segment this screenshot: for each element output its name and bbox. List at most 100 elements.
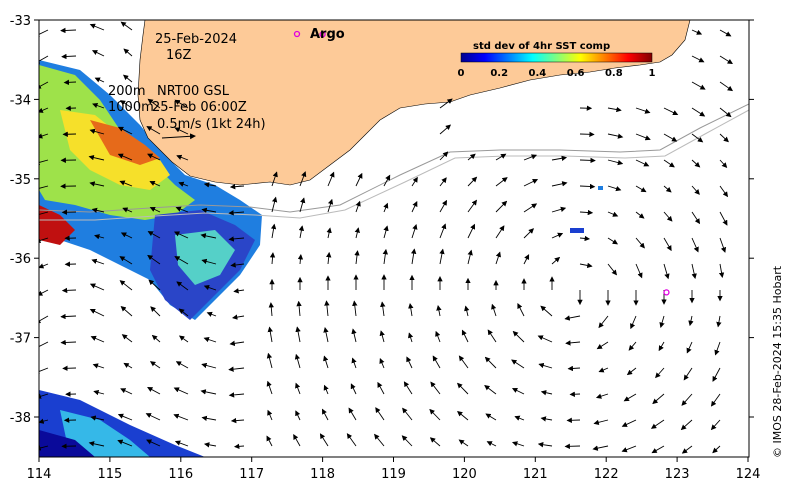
current-arrow — [432, 355, 441, 369]
current-arrow — [203, 284, 217, 291]
current-arrow — [383, 225, 389, 239]
current-arrow — [379, 357, 385, 369]
current-arrows — [39, 21, 734, 454]
current-arrow — [39, 445, 49, 451]
current-arrow — [147, 231, 161, 239]
current-arrow — [39, 81, 49, 89]
current-arrow — [173, 387, 189, 395]
current-arrow — [436, 305, 442, 317]
current-arrow — [266, 435, 273, 447]
current-arrow — [688, 315, 694, 327]
current-arrow — [117, 439, 133, 447]
current-arrow — [411, 176, 418, 187]
current-arrow — [178, 308, 189, 317]
current-arrow — [94, 234, 105, 240]
current-arrow — [458, 355, 469, 369]
current-arrow — [719, 107, 732, 118]
current-arrow — [663, 107, 679, 116]
current-arrow — [458, 439, 469, 447]
colorbar-tick-label: 0 — [458, 68, 465, 79]
current-arrow — [565, 340, 581, 346]
current-arrow — [147, 254, 161, 265]
current-arrow — [233, 443, 245, 450]
current-arrow — [327, 171, 335, 187]
current-arrow — [635, 237, 645, 249]
current-arrow — [551, 232, 564, 239]
current-arrow — [39, 393, 49, 399]
current-arrow — [663, 211, 673, 222]
current-arrow — [650, 419, 665, 429]
current-arrow — [579, 183, 596, 190]
current-arrow — [39, 315, 49, 324]
current-arrow — [89, 181, 105, 187]
velocity-time-label: 25-Feb 06:00Z — [152, 100, 247, 115]
current-arrow — [203, 442, 217, 448]
current-arrow — [323, 355, 329, 369]
current-arrow — [495, 153, 507, 161]
current-arrow — [406, 356, 413, 369]
current-arrow — [408, 303, 414, 317]
current-arrow — [352, 300, 358, 317]
current-arrow — [607, 211, 619, 217]
current-arrow — [119, 280, 133, 291]
current-arrow — [90, 335, 105, 343]
current-arrow — [178, 181, 189, 187]
current-arrow — [716, 315, 722, 328]
current-arrow — [147, 387, 161, 395]
current-arrow — [270, 223, 277, 239]
x-tick-label: 115 — [97, 467, 122, 482]
current-arrow — [382, 248, 389, 265]
current-arrow — [120, 232, 133, 239]
current-arrow — [635, 159, 650, 167]
current-arrow — [149, 180, 161, 187]
current-arrow — [175, 206, 189, 213]
y-tick-label: -35 — [10, 173, 31, 188]
current-arrow — [266, 380, 273, 395]
current-arrow — [174, 440, 189, 447]
current-arrow — [323, 327, 329, 343]
current-arrow — [39, 237, 49, 244]
current-arrow — [719, 29, 732, 37]
current-arrow — [122, 74, 133, 83]
current-arrow — [719, 133, 729, 143]
current-arrow — [439, 124, 452, 135]
colorbar-tick-label: 1 — [649, 68, 656, 79]
y-axis: -33 -34 -35 -36 -37 -38 — [10, 14, 754, 426]
current-arrow — [299, 171, 307, 187]
current-arrow — [119, 180, 133, 187]
current-arrow — [319, 433, 329, 447]
current-arrow — [495, 200, 508, 213]
current-arrow — [540, 416, 553, 422]
current-arrow — [567, 365, 581, 372]
depth-shallow-label: 200m — [108, 84, 145, 99]
colorbar-tick-label: 0.6 — [567, 68, 585, 79]
current-arrow — [174, 99, 189, 109]
current-arrow — [228, 392, 245, 398]
current-arrow — [91, 207, 105, 213]
current-arrow — [710, 393, 721, 407]
current-arrow — [354, 227, 360, 239]
current-arrow — [691, 81, 706, 90]
scale-arrow — [161, 133, 196, 140]
current-arrow — [551, 181, 568, 187]
current-arrow — [537, 442, 553, 448]
current-arrow — [691, 263, 697, 280]
current-arrow — [439, 223, 447, 239]
current-arrow — [121, 334, 133, 343]
current-arrow — [579, 235, 591, 242]
current-arrow — [228, 210, 245, 216]
current-arrow — [538, 362, 553, 369]
current-arrow — [691, 185, 700, 195]
current-arrow — [326, 227, 332, 239]
current-arrow — [663, 237, 672, 252]
x-tick-label: 114 — [27, 467, 52, 482]
current-arrow — [268, 302, 274, 317]
current-arrow — [299, 197, 306, 213]
current-arrow — [230, 262, 245, 268]
current-arrow — [206, 311, 217, 317]
current-arrow — [233, 288, 245, 294]
current-arrow — [380, 301, 386, 317]
y-tick-label: -37 — [10, 332, 31, 347]
current-arrow — [39, 185, 49, 189]
colorbar — [460, 52, 653, 63]
